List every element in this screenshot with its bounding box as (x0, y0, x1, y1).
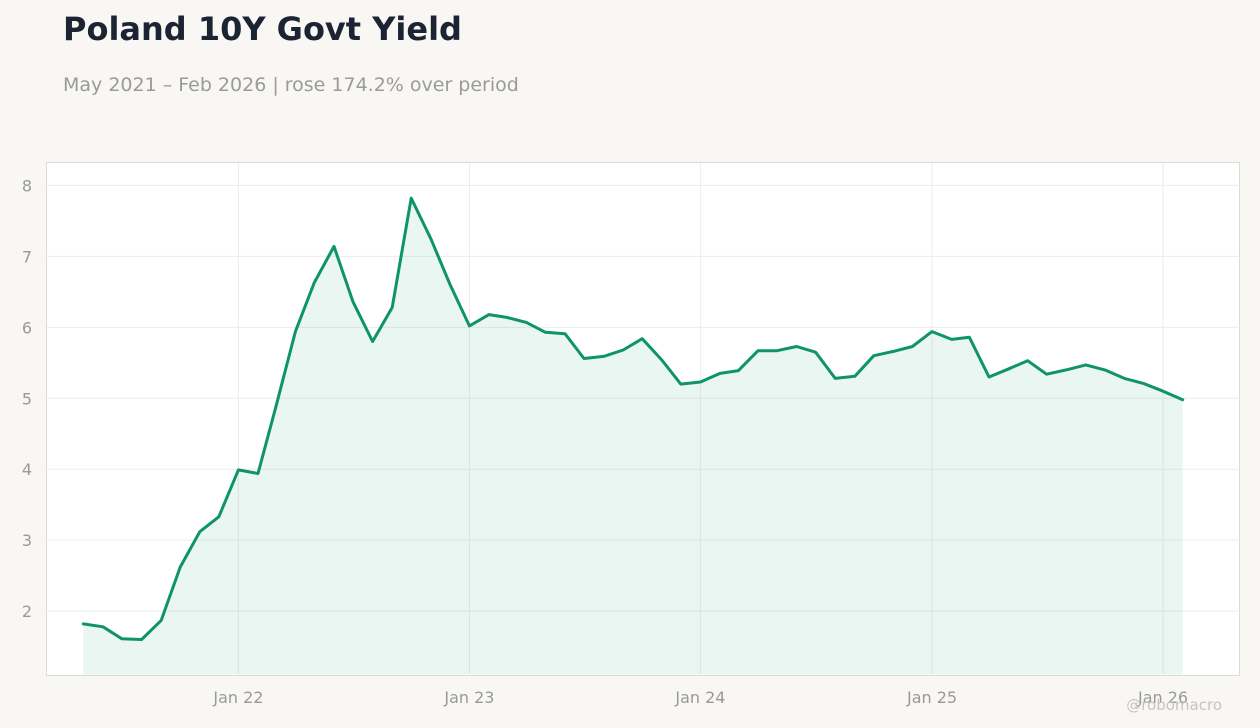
chart-subtitle: May 2021 – Feb 2026 | rose 174.2% over p… (63, 74, 519, 96)
data-point (950, 337, 954, 341)
data-point (1045, 372, 1049, 376)
data-point (1084, 363, 1088, 367)
y-tick-label: 2 (22, 602, 32, 621)
data-point (543, 330, 547, 334)
data-point (853, 374, 857, 378)
data-point (1122, 376, 1126, 380)
data-point (1064, 368, 1068, 372)
data-point (1103, 368, 1107, 372)
data-point (872, 354, 876, 358)
data-point (120, 637, 124, 641)
data-point (409, 196, 413, 200)
data-point (312, 281, 316, 285)
data-point (582, 357, 586, 361)
data-point (1006, 367, 1010, 371)
x-tick-label: Jan 23 (443, 688, 494, 707)
y-tick-label: 6 (22, 318, 32, 337)
x-axis: Jan 22 Jan 23 Jan 24 Jan 25 Jan 26 (212, 688, 1188, 707)
data-point (795, 345, 799, 349)
data-point (487, 313, 491, 317)
data-point (178, 565, 182, 569)
y-tick-label: 4 (22, 460, 32, 479)
data-point (217, 515, 221, 519)
data-point (736, 369, 740, 373)
yield-line (81, 196, 1185, 641)
data-point (140, 638, 144, 642)
data-point (640, 337, 644, 341)
data-point (718, 371, 722, 375)
data-point (448, 282, 452, 286)
data-point (101, 625, 105, 629)
data-point (274, 406, 278, 410)
y-axis: 2 3 4 5 6 7 8 (22, 176, 32, 621)
data-point (429, 237, 433, 241)
y-tick-label: 8 (22, 176, 32, 195)
watermark: @robomacro (1126, 696, 1222, 714)
data-point (698, 380, 702, 384)
data-point (390, 306, 394, 310)
data-point (332, 244, 336, 248)
data-point (679, 382, 683, 386)
data-point (967, 335, 971, 339)
data-point (524, 320, 528, 324)
data-point (505, 315, 509, 319)
chart-title: Poland 10Y Govt Yield (63, 10, 462, 48)
data-point (236, 468, 240, 472)
data-point (198, 530, 202, 534)
data-point (910, 345, 914, 349)
y-tick-label: 7 (22, 247, 32, 266)
data-point (293, 330, 297, 334)
data-point (987, 375, 991, 379)
data-point (602, 354, 606, 358)
data-point (621, 348, 625, 352)
data-point (814, 350, 818, 354)
data-point (159, 618, 163, 622)
data-point (81, 622, 85, 626)
gridlines (47, 163, 1238, 674)
y-tick-label: 5 (22, 389, 32, 408)
data-point (891, 349, 895, 353)
x-tick-label: Jan 24 (674, 688, 725, 707)
plot-area (46, 162, 1240, 676)
data-point (371, 340, 375, 344)
data-point (1141, 381, 1145, 385)
y-tick-label: 3 (22, 531, 32, 550)
data-point (256, 472, 260, 476)
data-point (563, 332, 567, 336)
data-point (1181, 398, 1185, 402)
x-tick-label: Jan 25 (906, 688, 957, 707)
data-point (775, 349, 779, 353)
data-point (1161, 389, 1165, 393)
yield-area (83, 198, 1183, 675)
data-point (1026, 359, 1030, 363)
data-point (467, 324, 471, 328)
data-point (833, 376, 837, 380)
data-point (351, 300, 355, 304)
x-tick-label: Jan 26 (1137, 688, 1188, 707)
data-point (930, 330, 934, 334)
data-point (756, 349, 760, 353)
x-tick-label: Jan 22 (212, 688, 263, 707)
data-point (660, 358, 664, 362)
